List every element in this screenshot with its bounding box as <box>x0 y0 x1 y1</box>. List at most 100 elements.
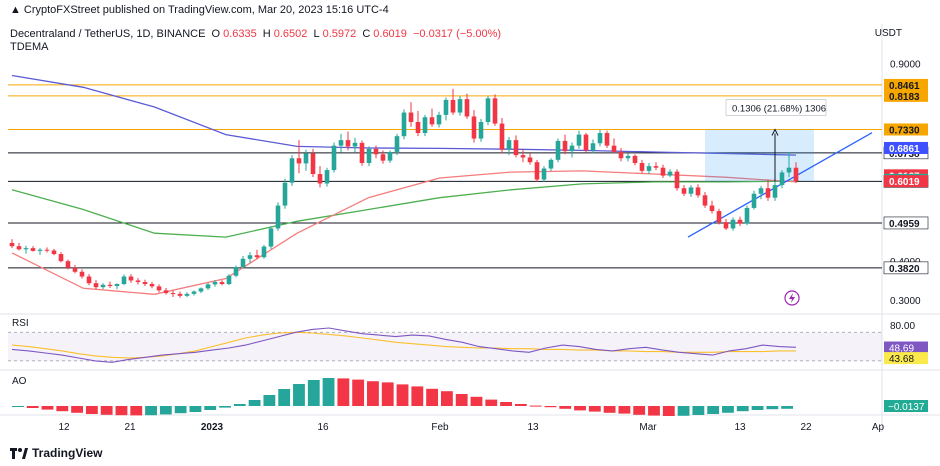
candle-body-44 <box>317 174 323 184</box>
candle-body-21 <box>156 286 162 291</box>
candle-body-59 <box>422 117 428 134</box>
ao-bar-40 <box>603 406 616 413</box>
ao-bar-11 <box>174 406 187 414</box>
tradingview-logo-icon: ▲ <box>10 4 21 16</box>
price-tick-0: 0.9000 <box>890 60 921 71</box>
ema-blue-line <box>11 74 797 156</box>
ao-bar-51 <box>766 406 779 410</box>
candle-body-76 <box>541 168 547 180</box>
candle-body-34 <box>247 255 253 259</box>
candle-body-37 <box>268 228 274 247</box>
candle-body-60 <box>429 117 435 125</box>
change-value: −0.0317 (−5.00%) <box>412 28 502 40</box>
ao-bar-9 <box>145 406 157 416</box>
ao-bar-2 <box>41 406 54 410</box>
candle-body-14 <box>107 284 113 286</box>
publisher-line: ▲ CryptoFXStreet published on TradingView… <box>10 4 389 16</box>
candle-body-66 <box>471 116 477 139</box>
currency-label: USDT <box>874 28 902 39</box>
ao-bar-6 <box>100 406 113 415</box>
ao-bar-18 <box>278 389 291 406</box>
symbol-line: Decentraland / TetherUS, 1D, BINANCE O 0.… <box>10 28 504 40</box>
candle-body-51 <box>366 148 372 163</box>
ao-bar-46 <box>692 406 705 415</box>
candle-body-98 <box>695 187 701 196</box>
candle-body-69 <box>492 98 498 124</box>
candle-body-6 <box>51 250 57 255</box>
ao-bar-12 <box>189 406 202 412</box>
candle-body-24 <box>177 293 183 296</box>
candle-body-74 <box>527 157 533 163</box>
ao-bar-32 <box>485 399 498 406</box>
ao-bar-34 <box>514 404 527 406</box>
candle-body-1 <box>16 246 22 250</box>
indicator-legend[interactable]: TDEMA <box>10 41 49 53</box>
close-value: 0.6019 <box>373 28 407 40</box>
level-03820-badge: 0.3820 <box>883 261 929 275</box>
candle-body-82 <box>583 134 589 151</box>
candle-body-31 <box>226 275 232 285</box>
time-tick-5: 13 <box>527 422 539 433</box>
candle-body-28 <box>205 284 211 289</box>
candle-body-39 <box>282 182 288 206</box>
candle-body-45 <box>324 170 330 184</box>
candle-body-109 <box>772 185 778 198</box>
badge-last-price: 0.6019 <box>884 175 928 188</box>
candle-body-64 <box>457 99 463 113</box>
candle-body-73 <box>520 155 526 158</box>
badge-last-price-bg <box>884 175 928 188</box>
ao-bar-52 <box>781 406 794 409</box>
candle-body-46 <box>331 145 337 171</box>
candle-body-22 <box>163 290 169 294</box>
candle-body-27 <box>198 288 204 292</box>
candle-body-79 <box>562 140 568 152</box>
level-03820-badge-bg <box>883 261 929 275</box>
ao-bar-22 <box>337 378 350 406</box>
candle-body-90 <box>639 162 645 171</box>
candle-body-63 <box>450 99 456 113</box>
candle-body-108 <box>765 188 771 198</box>
candle-body-2 <box>23 248 29 250</box>
ao-bar-42 <box>633 406 646 415</box>
time-tick-0: 12 <box>58 422 70 433</box>
level-08461-badge-text: 0.8461 <box>889 81 920 92</box>
ao-bar-14 <box>219 406 231 408</box>
measure-arrowhead <box>771 128 779 136</box>
ao-bar-10 <box>159 406 172 415</box>
ao-value-text: −0.0137 <box>888 402 925 413</box>
ao-bar-23 <box>352 379 365 406</box>
candle-body-32 <box>233 267 239 276</box>
time-tick-1: 21 <box>124 422 136 433</box>
ao-bar-41 <box>618 406 631 414</box>
tradingview-brand-icon <box>10 447 28 459</box>
candle-body-88 <box>625 155 631 159</box>
ao-bar-37 <box>559 406 572 409</box>
level-08183-badge-text: 0.8183 <box>889 92 920 103</box>
candle-body-42 <box>303 153 309 164</box>
badge-last-price-text: 0.6019 <box>889 177 920 188</box>
level-07330-badge-text: 0.7330 <box>889 125 920 136</box>
candle-body-15 <box>114 284 120 286</box>
candle-body-68 <box>485 98 491 122</box>
ao-value-badge: −0.0137 <box>884 400 928 413</box>
rsi-title: RSI <box>12 318 29 329</box>
time-tick-9: Ap <box>872 422 885 433</box>
candle-body-75 <box>534 162 540 180</box>
candle-body-91 <box>646 166 652 171</box>
ao-bar-28 <box>426 388 439 406</box>
ao-bar-26 <box>396 384 409 406</box>
close-label: C <box>362 28 371 40</box>
symbol-title[interactable]: Decentraland / TetherUS, 1D, BINANCE <box>10 28 206 40</box>
ao-title: AO <box>12 376 27 387</box>
ao-bar-29 <box>440 391 453 406</box>
high-value: 0.6502 <box>273 28 308 40</box>
candle-body-71 <box>506 140 512 150</box>
low-value: 0.5972 <box>322 28 357 40</box>
candle-body-81 <box>576 134 582 146</box>
ao-bar-47 <box>707 406 720 414</box>
rsi-tick-0: 80.00 <box>890 321 915 332</box>
candle-body-48 <box>345 140 351 147</box>
candle-body-43 <box>310 153 316 175</box>
candle-body-50 <box>359 142 365 163</box>
